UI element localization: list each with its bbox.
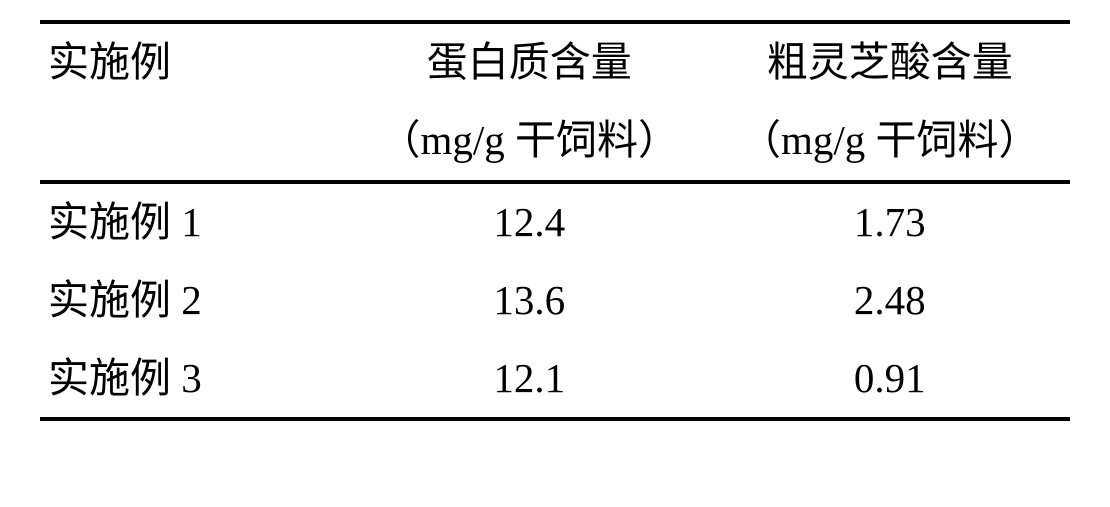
row-label: 实施例 2 — [40, 262, 349, 340]
data-table: 实施例 蛋白质含量 粗灵芝酸含量 （mg/g 干饲料） （mg/g 干饲料） 实… — [40, 20, 1070, 421]
header-acid-unit: （mg/g 干饲料） — [710, 102, 1071, 182]
header-protein-unit: （mg/g 干饲料） — [349, 102, 710, 182]
row-label: 实施例 1 — [40, 182, 349, 262]
table-row: 实施例 1 12.4 1.73 — [40, 182, 1070, 262]
row-protein: 13.6 — [349, 262, 710, 340]
row-acid: 0.91 — [710, 340, 1071, 420]
header-row-2: （mg/g 干饲料） （mg/g 干饲料） — [40, 102, 1070, 182]
row-acid: 1.73 — [710, 182, 1071, 262]
data-table-container: 实施例 蛋白质含量 粗灵芝酸含量 （mg/g 干饲料） （mg/g 干饲料） 实… — [0, 0, 1110, 507]
table-row: 实施例 3 12.1 0.91 — [40, 340, 1070, 420]
header-protein: 蛋白质含量 — [349, 22, 710, 102]
row-protein: 12.1 — [349, 340, 710, 420]
row-acid: 2.48 — [710, 262, 1071, 340]
header-acid: 粗灵芝酸含量 — [710, 22, 1071, 102]
header-example: 实施例 — [40, 22, 349, 102]
header-example-unit — [40, 102, 349, 182]
header-row-1: 实施例 蛋白质含量 粗灵芝酸含量 — [40, 22, 1070, 102]
table-body: 实施例 1 12.4 1.73 实施例 2 13.6 2.48 实施例 3 12… — [40, 182, 1070, 420]
row-protein: 12.4 — [349, 182, 710, 262]
table-row: 实施例 2 13.6 2.48 — [40, 262, 1070, 340]
table-header: 实施例 蛋白质含量 粗灵芝酸含量 （mg/g 干饲料） （mg/g 干饲料） — [40, 22, 1070, 182]
row-label: 实施例 3 — [40, 340, 349, 420]
